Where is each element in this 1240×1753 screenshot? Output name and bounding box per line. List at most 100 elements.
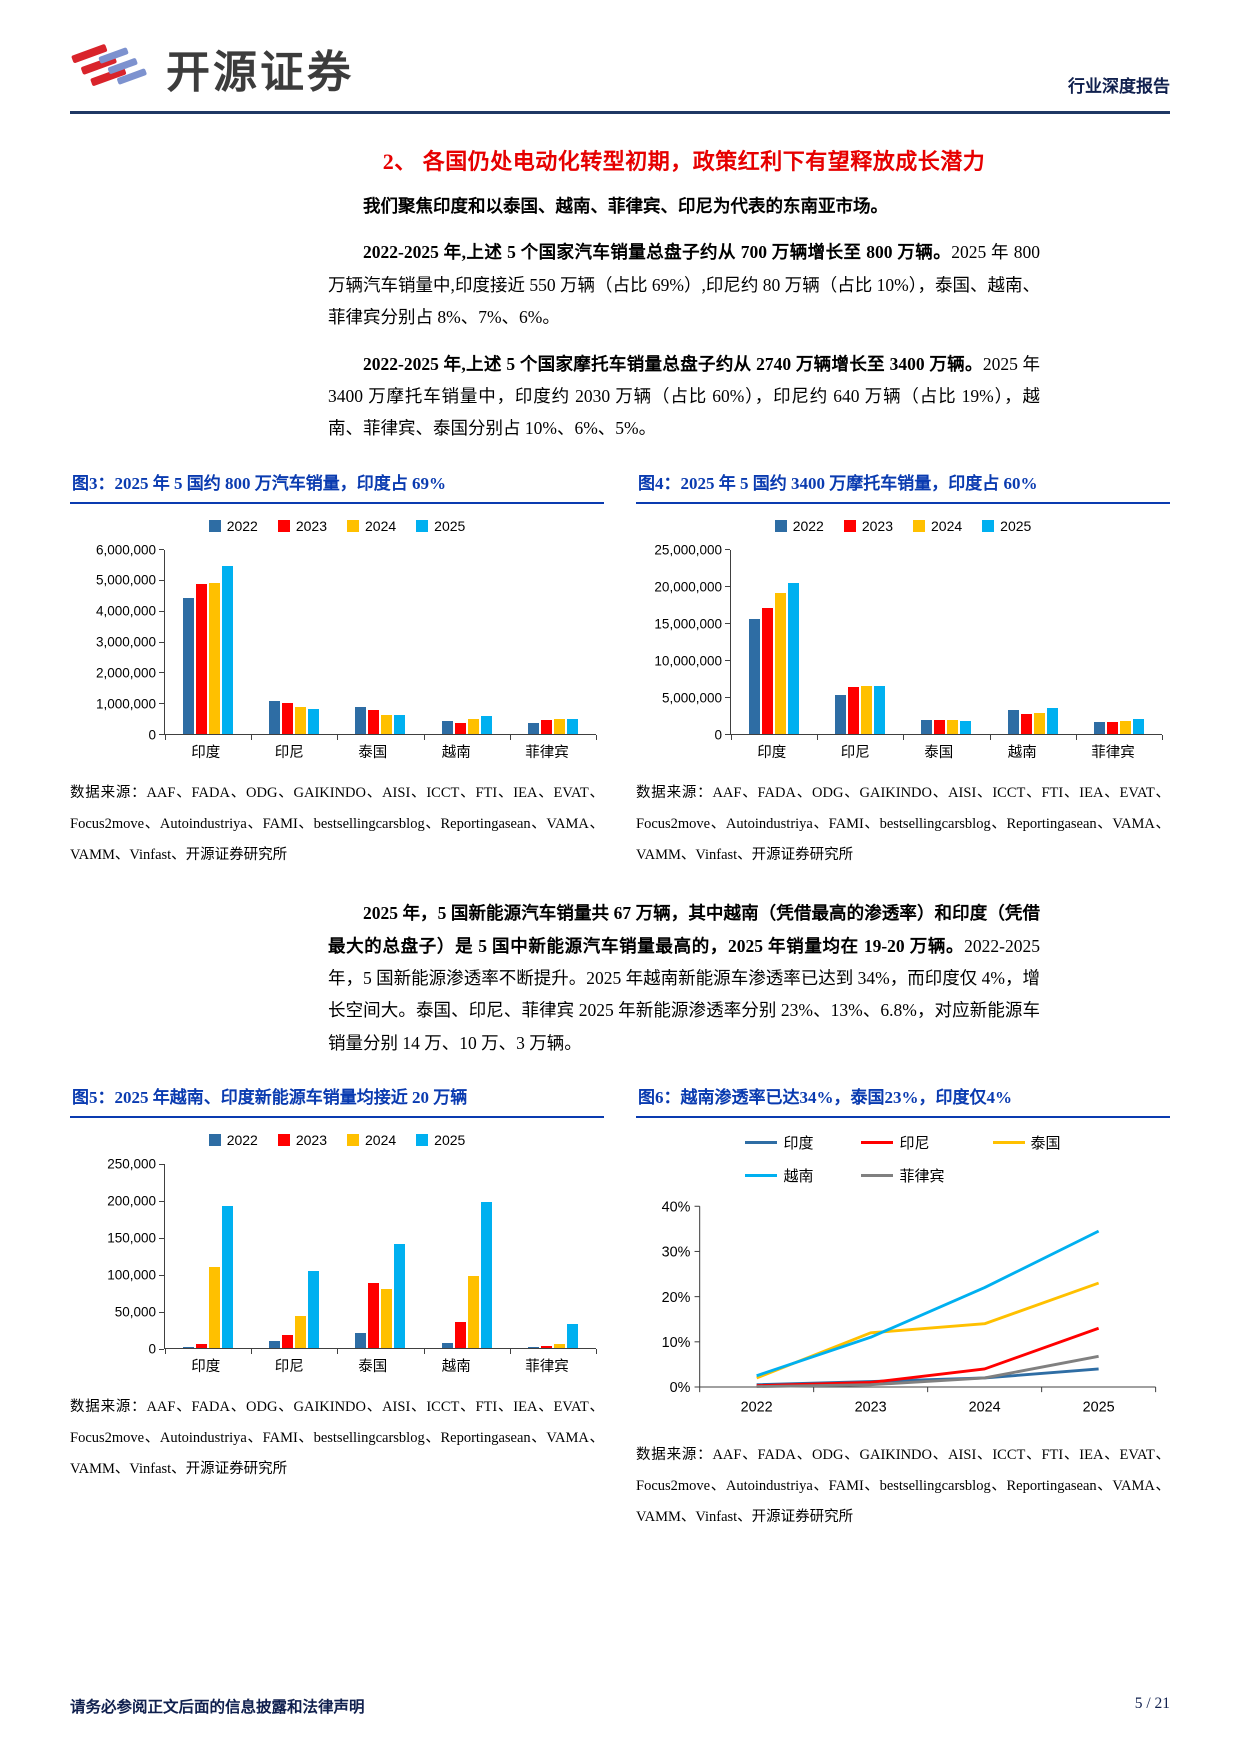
bar <box>540 1345 552 1349</box>
legend-item: 2022 <box>208 517 258 534</box>
y-axis-tick-label: 250,000 <box>107 1156 156 1172</box>
bar-group <box>921 550 972 734</box>
x-axis-category-label: 菲律宾 <box>525 744 569 761</box>
legend-swatch <box>861 1141 894 1145</box>
bar-group <box>269 1164 320 1349</box>
page-footer: 请务必参阅正文后面的信息披露和法律声明 5 / 21 <box>70 1695 1170 1717</box>
bar-chart-motorcycles: 0 5,000,000 10,000,000 15,000,000 20,000,000… <box>636 542 1170 762</box>
paragraph-car-sales: 2022-2025 年,上述 5 个国家汽车销量总盘子约从 700 万辆增长至 … <box>328 236 1040 333</box>
bar <box>1106 721 1118 734</box>
y-axis-tick-label: 100,000 <box>107 1267 156 1283</box>
series-line-印尼 <box>756 1326 1100 1388</box>
header-divider <box>70 111 1170 114</box>
legend-swatch <box>774 519 787 532</box>
bar <box>295 706 307 734</box>
paragraph-focus: 我们聚焦印度和以泰国、越南、菲律宾、印尼为代表的东南亚市场。 <box>363 196 888 216</box>
legend-item: 2023 <box>277 1132 327 1149</box>
series-line-泰国 <box>756 1281 1100 1380</box>
bar <box>467 1276 479 1349</box>
footer-disclaimer: 请务必参阅正文后面的信息披露和法律声明 <box>70 1699 365 1716</box>
legend-label: 2023 <box>295 517 327 534</box>
bar-group <box>527 1164 578 1349</box>
bar <box>835 695 847 734</box>
legend-label: 2024 <box>931 517 963 534</box>
x-axis-category-label: 菲律宾 <box>1091 744 1135 761</box>
legend-label: 越南 <box>783 1168 814 1186</box>
bar-group <box>183 550 234 734</box>
y-axis-tick-label: 0 <box>148 727 156 743</box>
y-axis-tick-label: 150,000 <box>107 1230 156 1246</box>
legend-swatch <box>277 1134 290 1147</box>
svg-text:30%: 30% <box>662 1245 691 1261</box>
legend-swatch <box>861 1174 894 1178</box>
legend-item: 2024 <box>347 518 396 534</box>
bar <box>960 721 972 734</box>
figure-row-2: 图5：2025 年越南、印度新能源车销量均接近 20 万辆 2022 2023 20… <box>70 1083 1170 1533</box>
figure-4-chart: 2022 2023 2024 2025 0 5,000,000 10,000,000 15,… <box>636 504 1170 762</box>
legend-label: 菲律宾 <box>899 1168 945 1186</box>
bar <box>1093 721 1105 734</box>
bar-group <box>527 550 578 734</box>
bar-group <box>441 550 492 734</box>
figure-5-source: 数据来源：AAF、FADA、ODG、GAIKINDO、AISI、ICCT、FTI… <box>70 1399 604 1478</box>
bar <box>921 720 933 734</box>
legend-label: 印度 <box>783 1135 814 1153</box>
bar-group <box>269 550 320 734</box>
bar <box>480 715 492 734</box>
bar-chart-cars: 0 1,000,000 2,000,000 3,000,000 4,000,000 5,0… <box>70 542 604 762</box>
footer-page-number: 5 / 21 <box>1134 1695 1170 1712</box>
bar <box>454 1322 466 1349</box>
kaiyuan-logo: 开源证券 <box>70 34 354 101</box>
bar <box>282 702 294 734</box>
x-axis-category-label: 菲律宾 <box>525 1359 569 1376</box>
legend-label: 2025 <box>1000 517 1032 534</box>
bar <box>441 721 453 734</box>
bar <box>454 722 466 734</box>
bar <box>861 686 873 734</box>
figure-6: 图6：越南渗透率已达34%，泰国23%，印度仅4% 印度 印尼 泰国 越南 菲律宾 0%… <box>636 1083 1170 1533</box>
bar-group <box>355 550 406 734</box>
legend-swatch <box>843 519 856 532</box>
legend-label: 2022 <box>226 517 258 534</box>
y-axis-tick-label: 6,000,000 <box>95 542 156 558</box>
figure-6-chart: 印度 印尼 泰国 越南 菲律宾 0% 10% 20% 30% 40% 2022 2023 2024 20… <box>636 1118 1170 1424</box>
legend-item: 2023 <box>843 518 893 534</box>
figure-6-source: 数据来源：AAF、FADA、ODG、GAIKINDO、AISI、ICCT、FTI… <box>636 1446 1170 1526</box>
bar <box>788 583 800 734</box>
legend-swatch <box>208 519 221 532</box>
bar <box>1007 709 1019 734</box>
legend-label: 2022 <box>792 517 824 534</box>
bar <box>368 709 380 734</box>
figure-4-legend: 2022 2023 2024 2025 <box>636 518 1170 534</box>
legend-label: 2023 <box>295 1132 327 1149</box>
paragraph-moto-sales: 2022-2025 年,上述 5 个国家摩托车销量总盘子约从 2740 万辆增长… <box>328 348 1040 445</box>
bar <box>394 1244 406 1349</box>
svg-text:40%: 40% <box>662 1199 691 1215</box>
bar <box>196 584 208 734</box>
y-axis-tick-label: 3,000,000 <box>95 634 156 650</box>
legend-swatch <box>745 1174 778 1178</box>
bar <box>947 720 959 734</box>
y-axis-tick-label: 15,000,000 <box>654 616 722 632</box>
x-axis-category-label: 泰国 <box>924 744 954 761</box>
x-axis-category-label: 印尼 <box>274 744 304 761</box>
y-axis-tick-label: 0 <box>714 727 722 743</box>
legend-item: 2025 <box>416 1132 465 1148</box>
bar <box>381 715 393 734</box>
bar <box>196 1344 208 1349</box>
legend-item: 2025 <box>416 518 465 534</box>
legend-item: 2024 <box>913 518 962 534</box>
bar <box>381 1288 393 1349</box>
bar <box>1119 721 1131 734</box>
x-axis-category-label: 印尼 <box>274 1359 304 1376</box>
y-axis-tick-label: 5,000,000 <box>661 690 722 706</box>
svg-text:10%: 10% <box>662 1335 691 1351</box>
line-chart-penetration: 0% 10% 20% 30% 40% 2022 2023 2024 2025 <box>636 1196 1170 1424</box>
bar <box>209 1266 221 1349</box>
y-axis-tick-label: 0 <box>148 1341 156 1357</box>
y-axis-tick-label: 4,000,000 <box>95 603 156 619</box>
legend-item: 2022 <box>208 1132 258 1148</box>
bar <box>527 1347 539 1349</box>
figure-4-source: 数据来源：AAF、FADA、ODG、GAIKINDO、AISI、ICCT、FTI… <box>636 784 1170 863</box>
bar <box>269 1340 281 1349</box>
